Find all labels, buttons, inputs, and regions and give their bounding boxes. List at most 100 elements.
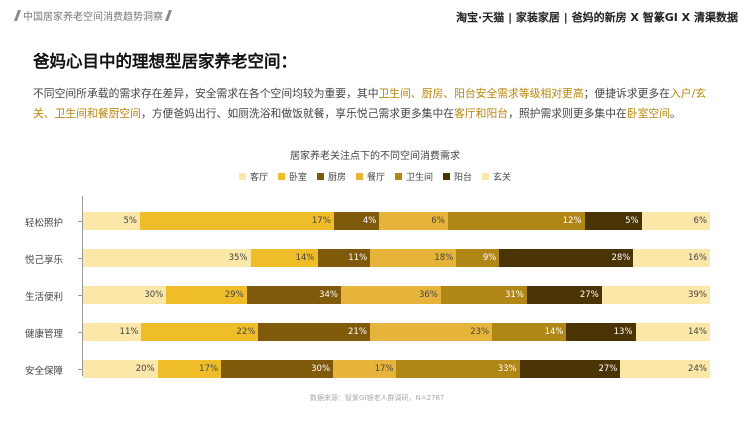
- bar-row: 30% 29% 34% 36% 31% 27% 39%: [83, 286, 710, 304]
- bar-segment: 30%: [83, 286, 167, 304]
- legend-label: 餐厅: [366, 173, 385, 183]
- legend-swatch: [316, 173, 324, 180]
- legend-label: 卫生间: [406, 173, 434, 183]
- bar-row: 35% 14% 11% 18% 9% 28% 16%: [83, 249, 710, 267]
- bar-value-label: 17%: [374, 364, 394, 374]
- bar-segment: 17%: [333, 360, 397, 378]
- bar-value-label: 28%: [611, 253, 631, 263]
- bar-value-label: 6%: [431, 216, 445, 226]
- bar-segment: 29%: [166, 286, 247, 304]
- legend-swatch: [355, 173, 363, 180]
- bar-segment: 9%: [456, 249, 500, 267]
- legend-item: 阳台: [443, 170, 472, 183]
- bar-value-label: 12%: [562, 216, 582, 226]
- bar-segment: 34%: [246, 286, 341, 304]
- legend-swatch: [238, 173, 246, 180]
- bar-segment: 11%: [83, 323, 142, 341]
- bar-segment: 14%: [250, 249, 318, 267]
- bar-segment: 4%: [333, 212, 380, 230]
- top-bar: 中国居家养老空间消费趋势洞察 淘宝·天猫 | 家装家居 | 爸妈的新房 X 智篆…: [0, 0, 750, 30]
- bar-segment: 5%: [584, 212, 642, 230]
- bar-value-label: 14%: [688, 327, 707, 337]
- legend-item: 卫生间: [395, 170, 433, 183]
- desc-highlight: 卫生间、厨房、阳台安全需求等级相对更高: [378, 87, 584, 100]
- bar-segment: 11%: [317, 249, 371, 267]
- bar-row: 11% 22% 21% 23% 14% 13% 14%: [83, 323, 710, 341]
- desc-text: ；便捷诉求更多在: [583, 87, 671, 100]
- category-label: 悦己享乐: [24, 255, 63, 266]
- legend-item: 厨房: [316, 170, 346, 183]
- desc-highlight: 客厅和阳台: [454, 107, 509, 120]
- legend-swatch: [482, 173, 490, 180]
- bar-value-label: 35%: [228, 253, 248, 263]
- bar-segment: 27%: [526, 286, 602, 304]
- axis-tick: [78, 295, 82, 296]
- bar-value-label: 18%: [434, 253, 454, 263]
- bar-segment: 17%: [157, 360, 222, 378]
- bar-value-label: 39%: [688, 290, 707, 300]
- axis-tick: [78, 221, 82, 222]
- bar-value-label: 27%: [579, 290, 599, 300]
- axis-tick: [78, 258, 82, 259]
- bar-segment: 24%: [620, 360, 710, 378]
- bar-segment: 30%: [221, 360, 334, 378]
- desc-text: ，方便爸妈出行、如厕洗浴和做饭就餐，享乐悦己需求更多集中在: [140, 107, 455, 120]
- slash-decoration: [13, 10, 22, 21]
- data-source: 数据来源：智篆GI银老人群调研，N=2767: [310, 394, 445, 402]
- bar-value-label: 17%: [311, 216, 331, 226]
- legend-label: 厨房: [327, 173, 346, 183]
- bar-value-label: 36%: [418, 290, 438, 300]
- legend-label: 客厅: [249, 173, 268, 183]
- bar-segment: 27%: [519, 360, 621, 378]
- category-label: 安全保障: [24, 366, 63, 377]
- page-title: 爸妈心目中的理想型居家养老空间：: [33, 52, 297, 71]
- legend-swatch: [443, 173, 451, 180]
- bar-segment: 12%: [447, 212, 585, 230]
- bar-value-label: 17%: [199, 364, 219, 374]
- description: 不同空间所承载的需求存在差异，安全需求在各个空间均较为重要，其中卫生间、厨房、阳…: [33, 84, 723, 124]
- legend-label: 玄关: [493, 173, 512, 183]
- bar-segment: 18%: [370, 249, 457, 267]
- bar-value-label: 11%: [348, 253, 368, 263]
- bar-value-label: 31%: [504, 290, 524, 300]
- desc-highlight: 入户/玄关、卫生间和餐厨空间: [33, 87, 707, 120]
- bar-value-label: 5%: [123, 216, 138, 226]
- section-header: 中国居家养老空间消费趋势洞察: [12, 8, 174, 23]
- desc-text: 不同空间所承载的需求存在差异，安全需求在各个空间均较为重要，其中: [33, 87, 379, 100]
- bar-segment: 39%: [601, 286, 710, 304]
- bar-segment: 20%: [83, 360, 158, 378]
- legend-swatch: [395, 173, 402, 180]
- bar-segment: 16%: [633, 249, 710, 267]
- bar-value-label: 30%: [311, 364, 331, 374]
- bar-value-label: 4%: [362, 216, 377, 226]
- bar-segment: 33%: [396, 360, 520, 378]
- bar-value-label: 14%: [544, 327, 564, 337]
- bar-segment: 17%: [140, 212, 334, 230]
- bar-segment: 35%: [83, 249, 251, 267]
- bar-value-label: 29%: [224, 290, 244, 300]
- category-label: 健康管理: [24, 329, 63, 340]
- axis-tick: [78, 369, 82, 370]
- bar-segment: 14%: [492, 323, 567, 341]
- bar-value-label: 34%: [319, 290, 338, 300]
- legend-item: 餐厅: [355, 170, 385, 183]
- bar-value-label: 16%: [688, 253, 707, 263]
- legend-label: 卧室: [288, 173, 307, 183]
- bar-value-label: 11%: [119, 327, 139, 337]
- bar-value-label: 14%: [295, 253, 315, 263]
- bar-value-label: 22%: [236, 327, 256, 337]
- category-label: 轻松照护: [24, 218, 63, 229]
- chart-legend: 客厅 卧室 厨房 餐厅 卫生间 阳台 玄关: [0, 170, 750, 183]
- bar-value-label: 6%: [693, 216, 707, 226]
- bar-segment: 6%: [641, 212, 710, 230]
- bar-value-label: 33%: [497, 364, 517, 374]
- bar-row: 20% 17% 30% 17% 33% 27% 24%: [83, 360, 710, 378]
- bar-row: 5% 17% 4% 6% 12% 5% 6%: [83, 212, 710, 230]
- chart-title: 居家养老关注点下的不同空间消费需求: [290, 151, 460, 162]
- bar-segment: 31%: [440, 286, 527, 304]
- desc-text: 。: [670, 107, 681, 120]
- legend-item: 客厅: [238, 170, 268, 183]
- bar-segment: 22%: [141, 323, 259, 341]
- axis-tick: [78, 332, 82, 333]
- bar-value-label: 23%: [470, 327, 490, 337]
